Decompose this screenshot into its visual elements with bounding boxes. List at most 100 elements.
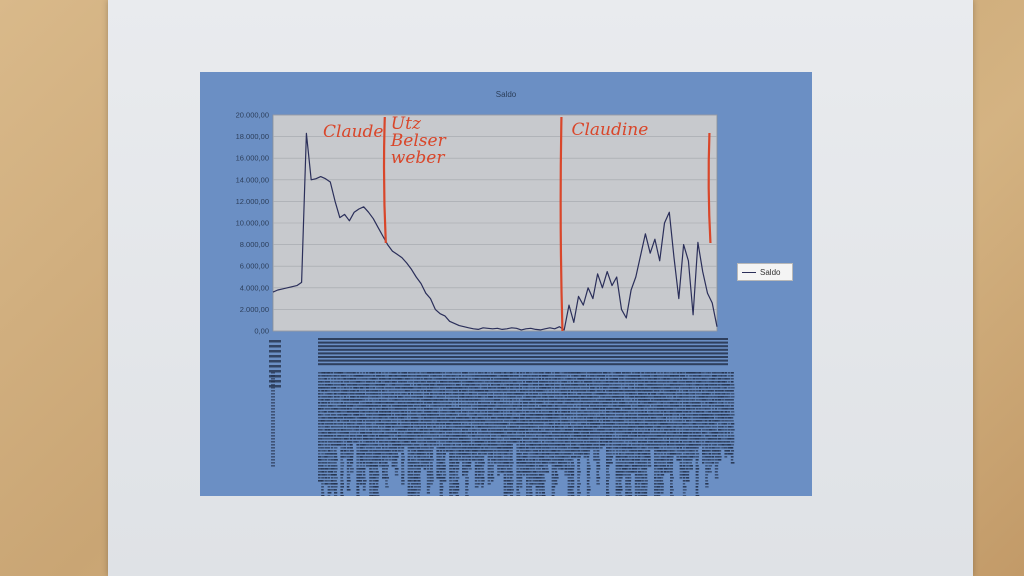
x-axis-label-mark [375,396,379,398]
x-axis-label-mark [714,405,718,407]
x-axis-label-mark [388,384,392,386]
x-axis-label-mark [631,414,636,416]
x-axis-label-mark [474,459,478,461]
x-axis-label-mark [442,459,446,461]
x-axis-label-mark [327,468,331,470]
x-axis-label-mark [676,402,680,404]
x-axis-label-mark [356,477,360,479]
x-axis-label-mark [615,393,619,395]
x-axis-label-mark [654,477,657,479]
x-axis-label-mark [529,417,533,419]
x-axis-label-mark [378,387,383,389]
x-axis-label-mark [615,480,620,482]
x-axis-label-mark [481,378,485,380]
x-axis-label-mark [442,474,447,476]
x-axis-label-mark [564,384,568,386]
x-axis-label-mark [458,399,462,401]
x-axis-label-mark [327,387,331,389]
x-axis-label-mark [474,468,478,470]
x-axis-label-mark [484,390,489,392]
x-axis-label-mark [497,456,501,458]
x-axis-label-mark [644,474,648,476]
x-axis-label-mark [516,411,520,413]
x-axis-label-mark [535,483,540,485]
x-axis-label-mark [670,420,673,422]
x-axis-label-mark [327,459,331,461]
x-axis-label-mark [465,393,468,395]
x-axis-label-mark [500,450,504,452]
x-axis-label-mark [673,378,677,380]
x-axis-label-mark [724,372,727,374]
x-axis-label-mark [727,402,731,404]
x-axis-label-mark [682,489,687,491]
x-axis-label-mark [500,384,504,386]
x-axis-label-mark [580,390,584,392]
x-axis-label-mark [622,471,625,473]
x-axis-label-mark [420,396,424,398]
x-axis-label-mark [631,381,635,383]
x-axis-label-mark [596,459,601,461]
x-axis-label-mark [682,372,686,374]
x-axis-label-mark [420,399,424,401]
x-axis-label-mark [378,417,382,419]
x-axis-label-mark [721,381,726,383]
x-axis-label-mark [606,462,610,464]
x-axis-label-mark [727,423,731,425]
x-axis-label-mark [551,480,555,482]
x-axis-label-mark [417,405,420,407]
x-axis-label-mark [727,441,731,443]
x-axis-label-mark [324,465,327,467]
x-axis-label-mark [679,453,683,455]
x-axis-label-mark [318,411,321,413]
x-axis-label-mark [593,375,597,377]
x-axis-label-mark [494,453,497,455]
x-axis-label-mark [641,378,645,380]
x-axis-label-mark [510,405,514,407]
x-axis-label-mark [660,399,664,401]
x-axis-label-mark [682,471,687,473]
x-axis-label-mark [660,477,664,479]
x-axis-label-mark [510,462,514,464]
x-axis-label-mark [625,474,629,476]
x-axis-label-mark [337,414,342,416]
x-axis-label-mark [468,411,473,413]
x-axis-label-mark [730,420,734,422]
x-axis-label-mark [337,420,340,422]
x-axis-label-mark [545,453,550,455]
x-axis-label-mark [561,450,565,452]
x-axis-label-mark [551,396,555,398]
x-axis-label-mark [612,372,616,374]
x-axis-label-mark [590,372,594,374]
x-axis-label-mark [337,444,341,446]
x-axis-label-mark [663,402,667,404]
x-axis-label-mark [654,423,657,425]
x-axis-label-mark [660,471,663,473]
x-axis-label-mark [583,447,587,449]
x-axis-label-mark [497,387,501,389]
x-axis-label-mark [609,426,612,428]
x-axis-label-mark [673,387,677,389]
x-axis-label-mark [318,453,321,455]
x-axis-label-mark [718,459,722,461]
x-axis-label-mark [526,429,529,431]
chart-title: Saldo [495,90,517,99]
x-axis-label-mark [644,489,648,491]
x-axis-label-mark [391,402,395,404]
x-axis-label-mark [529,456,533,458]
x-axis-label-mark [714,462,719,464]
x-axis-label-mark [634,432,638,434]
x-axis-label-mark [356,411,360,413]
x-axis-label-mark [718,444,722,446]
x-axis-label-mark [318,384,322,386]
x-axis-label-mark [510,399,513,401]
x-axis-label-mark [426,450,431,452]
x-axis-label-mark [452,387,457,389]
x-axis-label-mark [551,372,555,374]
x-axis-label-mark [497,462,501,464]
x-axis-label-mark [670,381,674,383]
x-axis-label-mark [631,384,635,386]
x-axis-label-mark [465,417,469,419]
x-axis-label-mark [321,441,325,443]
x-axis-label-mark [622,414,625,416]
x-axis-label-mark [385,441,389,443]
